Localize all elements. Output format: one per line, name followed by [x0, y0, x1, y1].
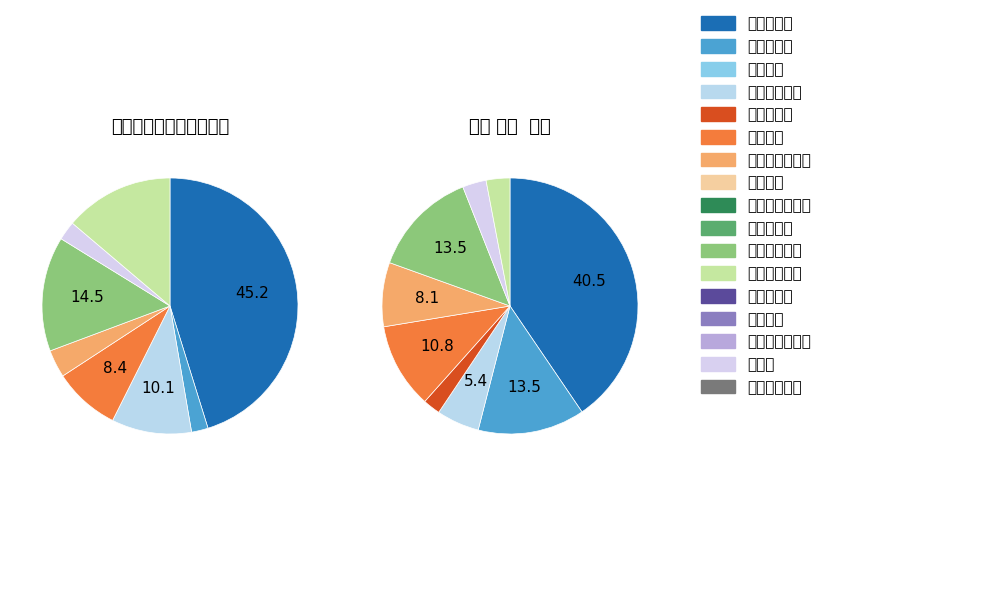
Wedge shape [61, 223, 170, 306]
Wedge shape [63, 306, 170, 421]
Text: 5.4: 5.4 [464, 374, 488, 389]
Wedge shape [390, 187, 510, 306]
Wedge shape [425, 306, 510, 412]
Wedge shape [463, 180, 510, 306]
Wedge shape [42, 239, 170, 351]
Text: 14.5: 14.5 [70, 290, 104, 305]
Text: 40.5: 40.5 [573, 274, 606, 289]
Text: 8.4: 8.4 [103, 361, 127, 376]
Title: 関根 大気  選手: 関根 大気 選手 [469, 118, 551, 136]
Wedge shape [50, 306, 170, 376]
Wedge shape [170, 178, 298, 428]
Legend: ストレート, ツーシーム, シュート, カットボール, スプリット, フォーク, チェンジアップ, シンカー, 高速スライダー, スライダー, 縦スライダー, : ストレート, ツーシーム, シュート, カットボール, スプリット, フォーク,… [696, 12, 815, 400]
Wedge shape [113, 306, 192, 434]
Wedge shape [510, 178, 638, 412]
Wedge shape [478, 306, 582, 434]
Text: 10.1: 10.1 [141, 381, 175, 396]
Wedge shape [170, 306, 208, 432]
Wedge shape [486, 178, 510, 306]
Wedge shape [72, 178, 170, 306]
Wedge shape [382, 263, 510, 327]
Text: 13.5: 13.5 [433, 241, 467, 256]
Text: 10.8: 10.8 [420, 338, 454, 353]
Text: 45.2: 45.2 [235, 286, 269, 301]
Text: 8.1: 8.1 [415, 291, 439, 306]
Title: セ・リーグ全プレイヤー: セ・リーグ全プレイヤー [111, 118, 229, 136]
Text: 13.5: 13.5 [507, 380, 541, 395]
Wedge shape [384, 306, 510, 401]
Wedge shape [439, 306, 510, 430]
